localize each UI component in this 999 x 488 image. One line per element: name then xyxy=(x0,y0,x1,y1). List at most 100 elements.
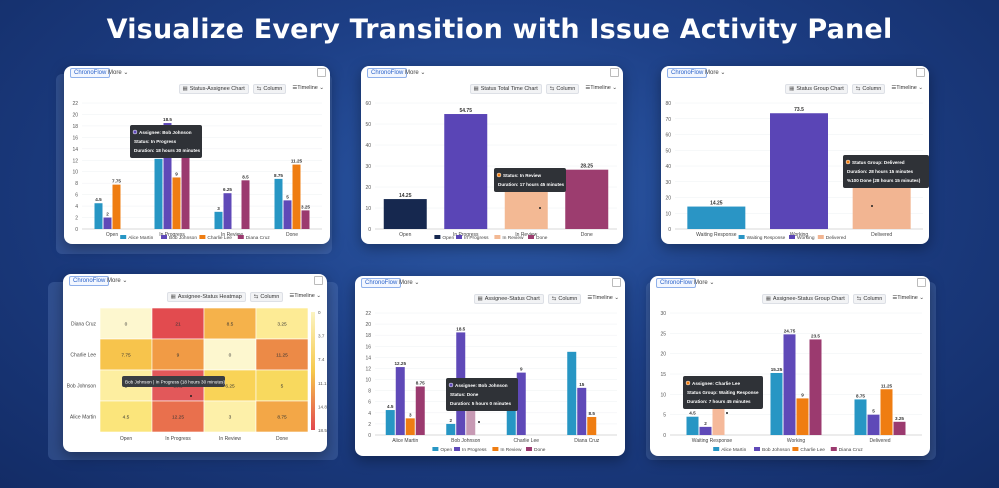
bar[interactable] xyxy=(809,339,822,435)
expand-icon[interactable] xyxy=(317,68,326,77)
bar[interactable] xyxy=(94,203,103,229)
bar[interactable] xyxy=(292,164,301,229)
bar[interactable] xyxy=(796,398,809,435)
timeline-dropdown[interactable]: ☰Timeline ⌄ xyxy=(583,84,619,94)
legend-swatch xyxy=(792,447,799,451)
bar[interactable] xyxy=(880,389,893,435)
bar[interactable] xyxy=(103,217,112,229)
chronoflow-tab[interactable]: ChronoFlow xyxy=(667,68,708,78)
heatmap-cell[interactable] xyxy=(255,307,309,340)
bar[interactable] xyxy=(686,416,699,435)
column-button[interactable]: ⇆ Column xyxy=(852,294,887,304)
timeline-icon: ☰ xyxy=(292,85,298,91)
bar[interactable] xyxy=(444,114,488,229)
bar[interactable] xyxy=(587,416,597,435)
y-tick-label: 14 xyxy=(72,147,78,153)
data-label: 23.5 xyxy=(811,333,820,338)
bar[interactable] xyxy=(783,334,796,435)
bar[interactable] xyxy=(504,191,548,229)
bar[interactable] xyxy=(112,184,121,229)
y-tick-label: 0 xyxy=(75,227,78,233)
chronoflow-tab[interactable]: ChronoFlow xyxy=(361,278,402,288)
chart-type-button[interactable]: ▦ Status-Assignee Chart xyxy=(178,84,249,94)
heatmap-cell[interactable] xyxy=(151,307,205,340)
bar[interactable] xyxy=(446,423,456,435)
bar[interactable] xyxy=(770,113,828,229)
bar[interactable] xyxy=(223,193,232,229)
bar[interactable] xyxy=(301,210,310,229)
timeline-dropdown[interactable]: ☰Timeline ⌄ xyxy=(585,294,621,304)
heatmap-cell[interactable] xyxy=(203,307,257,340)
timeline-dropdown[interactable]: ☰Timeline ⌄ xyxy=(889,84,925,94)
bar[interactable] xyxy=(867,414,880,435)
bar[interactable] xyxy=(854,399,867,435)
bar[interactable] xyxy=(712,403,725,435)
bar[interactable] xyxy=(567,351,577,435)
bar[interactable] xyxy=(214,211,223,229)
column-button[interactable]: ⇆ Column xyxy=(545,84,580,94)
heatmap-cell[interactable] xyxy=(151,400,205,433)
column-button[interactable]: ⇆ Column xyxy=(252,84,287,94)
bar[interactable] xyxy=(395,367,405,435)
expand-icon[interactable] xyxy=(917,278,926,287)
more-menu[interactable]: More ⌄ xyxy=(107,277,127,284)
more-menu[interactable]: More ⌄ xyxy=(705,69,725,76)
timeline-dropdown[interactable]: ☰Timeline ⌄ xyxy=(287,292,323,302)
column-button[interactable]: ⇆ Column xyxy=(851,84,886,94)
bar[interactable] xyxy=(699,426,712,435)
bar[interactable] xyxy=(172,177,181,229)
chart-type-button[interactable]: ▦ Status Total Time Chart xyxy=(469,84,542,94)
bar[interactable] xyxy=(274,178,283,229)
chronoflow-tab[interactable]: ChronoFlow xyxy=(367,68,408,78)
bar[interactable] xyxy=(770,372,783,435)
legend-swatch xyxy=(817,235,824,239)
chronoflow-tab[interactable]: ChronoFlow xyxy=(70,68,111,78)
bar[interactable] xyxy=(577,387,587,435)
chronoflow-tab[interactable]: ChronoFlow xyxy=(69,276,110,286)
chart-type-button[interactable]: ▦ Status Group Chart xyxy=(785,84,848,94)
data-label: 6.25 xyxy=(223,187,232,192)
more-menu[interactable]: More ⌄ xyxy=(399,279,419,286)
bar[interactable] xyxy=(383,199,427,229)
bar[interactable] xyxy=(852,184,911,229)
chronoflow-tab[interactable]: ChronoFlow xyxy=(656,278,697,288)
bar[interactable] xyxy=(516,372,526,435)
bar[interactable] xyxy=(405,418,415,435)
tooltip xyxy=(122,376,225,387)
expand-icon[interactable] xyxy=(610,68,619,77)
bar[interactable] xyxy=(283,200,292,229)
bar[interactable] xyxy=(163,123,172,229)
expand-icon[interactable] xyxy=(612,278,621,287)
bar[interactable] xyxy=(385,410,395,435)
bar[interactable] xyxy=(893,421,906,435)
timeline-dropdown[interactable]: ☰Timeline ⌄ xyxy=(890,294,926,304)
chart-type-button[interactable]: ▦ Assignee-Status Heatmap xyxy=(166,292,246,302)
bar[interactable] xyxy=(415,386,425,435)
bar[interactable] xyxy=(687,206,746,229)
heatmap-cell[interactable] xyxy=(99,338,153,371)
timeline-dropdown[interactable]: ☰Timeline ⌄ xyxy=(290,84,326,94)
column-icon: ⇆ xyxy=(855,86,861,92)
column-button[interactable]: ⇆ Column xyxy=(547,294,582,304)
heatmap-cell[interactable] xyxy=(203,338,257,371)
chart-type-button[interactable]: ▦ Assignee-Status Group Chart xyxy=(761,294,849,304)
expand-icon[interactable] xyxy=(916,68,925,77)
chart-type-button[interactable]: ▦ Assignee-Status Chart xyxy=(473,294,544,304)
heatmap-cell[interactable] xyxy=(99,307,153,340)
heatmap-cell[interactable] xyxy=(151,338,205,371)
bar[interactable] xyxy=(466,407,476,435)
expand-icon[interactable] xyxy=(314,276,323,285)
heatmap-cell[interactable] xyxy=(255,400,309,433)
column-button[interactable]: ⇆ Column xyxy=(249,292,284,302)
tooltip xyxy=(843,155,929,188)
data-label: 4.5 xyxy=(95,197,102,202)
scale-tick-label: 14.8 xyxy=(318,404,327,409)
more-menu[interactable]: More ⌄ xyxy=(108,69,128,76)
heatmap-cell[interactable] xyxy=(255,369,309,402)
bar[interactable] xyxy=(241,180,250,229)
bar[interactable] xyxy=(181,143,190,229)
bar[interactable] xyxy=(565,169,609,229)
more-menu[interactable]: More ⌄ xyxy=(405,69,425,76)
bar[interactable] xyxy=(154,158,163,229)
more-menu[interactable]: More ⌄ xyxy=(694,279,714,286)
